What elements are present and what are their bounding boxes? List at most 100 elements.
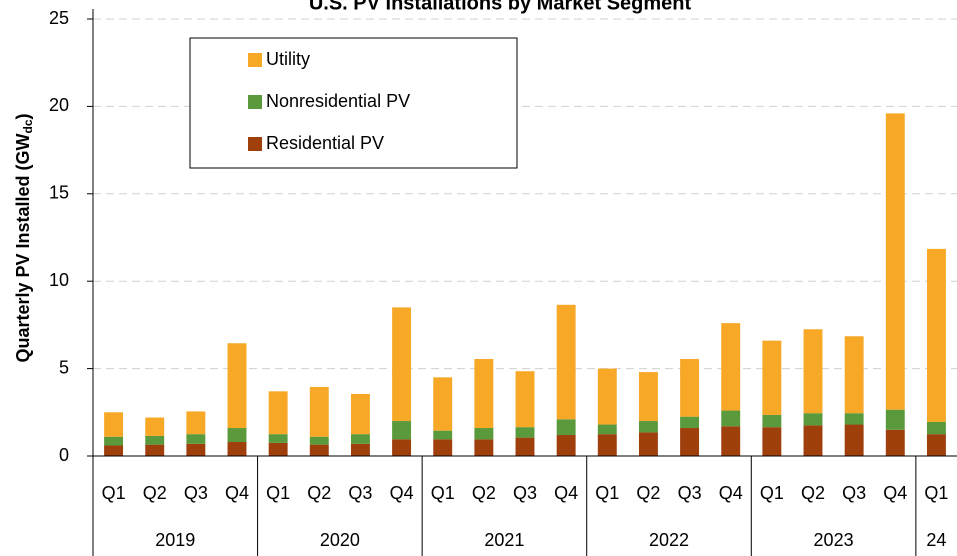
bar-segment [515, 371, 535, 428]
bar-segment [926, 421, 946, 435]
x-tick-label: Q4 [390, 483, 414, 503]
x-tick-label: Q3 [184, 483, 208, 503]
bar-segment [268, 434, 288, 443]
bar-segment [433, 430, 453, 440]
bar-segment [597, 368, 617, 425]
x-tick-label: Q4 [554, 483, 578, 503]
bar-segment [268, 442, 288, 456]
bar-segment [392, 421, 412, 440]
x-tick-label: Q4 [719, 483, 743, 503]
bar-segment [145, 444, 165, 456]
bar-segment [638, 372, 658, 422]
bar-segment [474, 439, 494, 456]
bar-segment [762, 340, 782, 415]
group-label: 2019 [155, 530, 195, 550]
bar-segment [145, 435, 165, 445]
legend-swatch [248, 53, 262, 67]
bar-segment [474, 428, 494, 440]
y-axis-label-end: ) [13, 113, 33, 119]
bar-segment [309, 436, 329, 445]
x-tick-label: Q2 [143, 483, 167, 503]
legend-swatch [248, 137, 262, 151]
group-label: 24 [926, 530, 946, 550]
group-label: 2022 [649, 530, 689, 550]
bar-segment [844, 424, 864, 456]
bar-segment [309, 386, 329, 437]
x-tick-label: Q3 [348, 483, 372, 503]
bar-segment [433, 377, 453, 431]
x-tick-label: Q4 [883, 483, 907, 503]
bar-segment [104, 412, 124, 437]
legend-box [189, 37, 518, 169]
x-tick-label: Q3 [678, 483, 702, 503]
group-label: 2023 [814, 530, 854, 550]
bar-segment [638, 421, 658, 433]
bar-segment [721, 426, 741, 456]
bar-segment [227, 343, 247, 429]
x-tick-label: Q1 [431, 483, 455, 503]
x-tick-label: Q1 [760, 483, 784, 503]
bar-segment [474, 358, 494, 429]
bar-segment [186, 411, 206, 435]
bar-segment [680, 428, 700, 456]
bar-segment [350, 434, 370, 444]
bar-segment [844, 336, 864, 414]
bar-segment [680, 416, 700, 429]
bar-segment [104, 445, 124, 456]
y-tick-label: 5 [59, 357, 69, 377]
bar-segment [803, 329, 823, 414]
bar-segment [885, 429, 905, 456]
bar-segment [721, 323, 741, 411]
legend-label: Utility [266, 49, 310, 69]
bar-segment [350, 443, 370, 456]
bar-segment [309, 444, 329, 456]
y-axis-label-sub: dc [21, 119, 35, 133]
bar-segment [803, 425, 823, 456]
group-label: 2021 [484, 530, 524, 550]
legend-swatch [248, 95, 262, 109]
x-tick-label: Q3 [513, 483, 537, 503]
bar-segment [186, 443, 206, 456]
bar-segment [721, 410, 741, 427]
y-tick-label: 15 [49, 183, 69, 203]
y-axis-label-main: Quarterly PV Installed (GW [13, 133, 33, 362]
x-tick-label: Q2 [472, 483, 496, 503]
x-tick-label: Q1 [266, 483, 290, 503]
x-tick-label: Q2 [636, 483, 660, 503]
x-tick-label: Q3 [842, 483, 866, 503]
x-tick-label: Q1 [102, 483, 126, 503]
bar-segment [556, 435, 576, 456]
bar-segment [803, 413, 823, 426]
bar-segment [145, 417, 165, 436]
x-tick-label: Q1 [595, 483, 619, 503]
y-tick-label: 25 [49, 8, 69, 28]
bar-segment [227, 442, 247, 456]
y-tick-label: 20 [49, 95, 69, 115]
bar-segment [515, 437, 535, 456]
bar-segment [392, 439, 412, 456]
bar-segment [926, 248, 946, 422]
x-tick-label: Q1 [924, 483, 948, 503]
bar-segment [433, 439, 453, 456]
bar-segment [844, 413, 864, 425]
bar-segment [186, 434, 206, 444]
bar-segment [556, 304, 576, 420]
bar-segment [926, 434, 946, 456]
x-tick-label: Q2 [801, 483, 825, 503]
bar-segment [268, 391, 288, 435]
bar-segment [227, 428, 247, 443]
bar-segment [597, 424, 617, 435]
x-tick-label: Q2 [307, 483, 331, 503]
bar-segment [762, 427, 782, 456]
chart-title: U.S. PV Installations by Market Segment [309, 0, 692, 14]
bar-segment [597, 434, 617, 456]
bar-segment [556, 419, 576, 436]
bar-segment [392, 307, 412, 422]
group-label: 2020 [320, 530, 360, 550]
bar-segment [104, 436, 124, 446]
bar-segment [885, 113, 905, 410]
y-tick-label: 0 [59, 445, 69, 465]
bar-segment [885, 409, 905, 430]
legend-label: Nonresidential PV [266, 91, 410, 111]
